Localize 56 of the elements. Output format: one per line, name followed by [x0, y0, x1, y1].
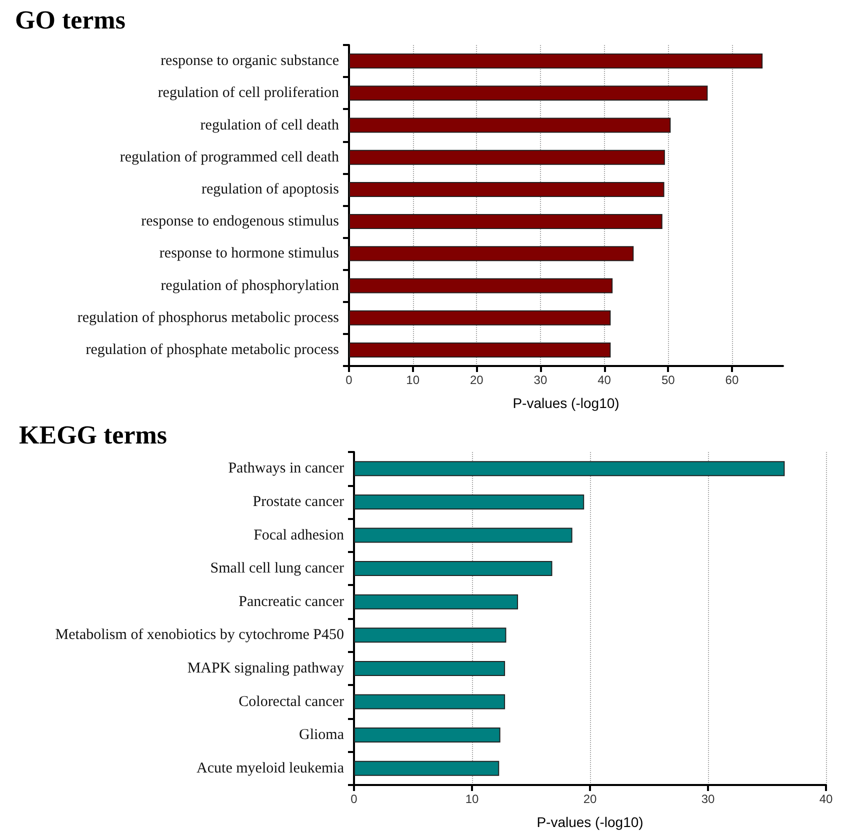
bar	[349, 150, 665, 165]
x-tick-label: 0	[346, 373, 353, 387]
x-tick-label: 50	[661, 373, 676, 387]
y-tick-label: response to hormone stimulus	[159, 246, 340, 262]
bar	[349, 86, 708, 101]
y-tick-label: regulation of programmed cell death	[120, 149, 340, 166]
y-tick-label: Pathways in cancer	[228, 460, 344, 477]
bar	[354, 561, 552, 576]
bar	[354, 760, 500, 776]
y-tick-label: regulation of apoptosis	[202, 181, 340, 198]
bar	[349, 310, 611, 326]
y-tick-label: regulation of phosphate metabolic process	[86, 342, 340, 358]
bar	[354, 461, 785, 476]
x-tick-label: 40	[598, 373, 612, 387]
y-tick-label: Small cell lung cancer	[210, 560, 344, 577]
y-tick-label: regulation of cell proliferation	[158, 85, 340, 102]
x-tick-label: 30	[534, 373, 548, 387]
y-tick-label: regulation of cell death	[200, 117, 340, 134]
y-tick-label: MAPK signaling pathway	[187, 660, 344, 676]
bar	[354, 494, 584, 510]
y-tick-label: regulation of phosphorus metabolic process	[77, 310, 340, 326]
y-tick-label: Glioma	[299, 727, 344, 744]
bar	[349, 182, 664, 197]
x-tick-label: 0	[350, 792, 358, 806]
bar	[354, 628, 506, 643]
y-tick-label: Prostate cancer	[252, 494, 344, 510]
x-tick-label: 60	[725, 373, 739, 387]
y-tick-label: Acute myeloid leukemia	[196, 760, 344, 776]
bar	[349, 342, 611, 358]
x-axis-title: P-values (-log10)	[512, 395, 620, 411]
bar	[354, 728, 500, 743]
x-tick-label: 10	[465, 792, 479, 806]
x-axis-title: P-values (-log10)	[536, 814, 644, 830]
text: GO terms	[15, 6, 126, 34]
y-tick-label: Metabolism of xenobiotics by cytochrome P450	[55, 627, 344, 644]
bar	[349, 118, 671, 133]
bar	[349, 54, 763, 69]
x-tick-label: 40	[819, 792, 833, 806]
y-tick-label: Pancreatic cancer	[238, 594, 344, 610]
bar	[354, 694, 506, 710]
x-tick-label: 10	[406, 373, 420, 387]
y-tick-label: response to endogenous stimulus	[141, 214, 340, 230]
y-tick-label: Focal adhesion	[254, 527, 344, 544]
y-tick-label: regulation of phosphorylation	[160, 278, 340, 294]
y-tick-label: Colorectal cancer	[238, 694, 344, 710]
bar	[349, 278, 613, 294]
x-tick-label: 20	[583, 792, 597, 806]
bar	[354, 528, 572, 543]
bar	[354, 594, 518, 610]
text: KEGG terms	[19, 420, 168, 450]
x-tick-label: 30	[701, 792, 715, 806]
y-tick-label: response to organic substance	[160, 53, 340, 70]
bar	[349, 214, 662, 230]
bar	[349, 246, 634, 262]
x-tick-label: 20	[470, 373, 484, 387]
bar	[354, 660, 506, 676]
